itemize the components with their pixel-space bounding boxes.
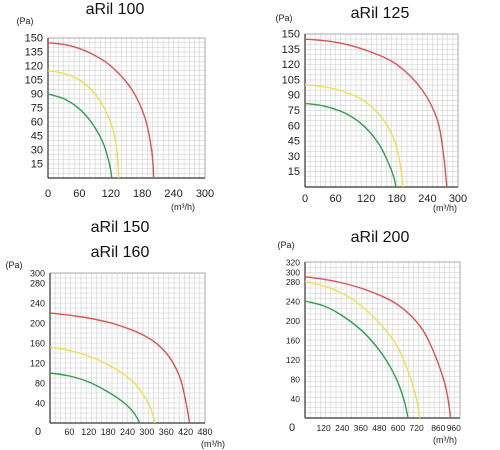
x-tick-label: 0 (289, 422, 295, 434)
chart-panel: aRil 125 (Pa) (m³/h) 15 30 45 60 75 90 105 120 135 1… (275, 5, 467, 213)
y-tick-label: 90 (31, 89, 43, 101)
y-tick-label: 60 (31, 117, 43, 129)
x-tick-label: 60 (64, 427, 74, 437)
x-tick-label: 0 (45, 188, 51, 200)
y-tick-label: 280 (30, 279, 45, 289)
x-tick-label: 240 (335, 423, 349, 433)
chart-title: aRil 200 (351, 229, 410, 246)
x-tick-label: 300 (449, 193, 467, 205)
y-tick-label: 135 (25, 47, 43, 59)
x-tick-label: 180 (388, 193, 406, 205)
y-tick-label: 320 (286, 258, 300, 268)
y-tick-label: 60 (288, 120, 300, 132)
y-tick-label: 120 (286, 355, 300, 365)
series-line-red (47, 41, 155, 179)
y-tick-label: 200 (286, 316, 300, 326)
x-tick-label: 360 (354, 423, 368, 433)
series-line-yellow (47, 69, 120, 179)
series-line-green (47, 93, 113, 179)
y-tick-label: 120 (30, 359, 45, 369)
chart-subtitle: aRil 160 (91, 244, 150, 261)
y-tick-label: 300 (286, 267, 300, 277)
series-line-yellow (304, 84, 404, 188)
x-tick-label: 720 (410, 423, 424, 433)
x-tick-label: 600 (391, 423, 405, 433)
x-tick-label: 300 (139, 427, 154, 437)
x-axis-label: (m³/h) (201, 439, 225, 449)
chart-title: aRil 150 (91, 219, 150, 236)
y-tick-label: 80 (35, 379, 45, 389)
y-axis-label: (Pa) (16, 16, 33, 26)
x-tick-label: 60 (329, 193, 341, 205)
x-tick-label: 120 (102, 188, 120, 200)
x-tick-label: 960 (447, 423, 461, 433)
y-tick-label: 160 (286, 336, 300, 346)
y-tick-label: 105 (282, 74, 300, 86)
y-tick-label: 120 (282, 59, 300, 71)
y-tick-label: 45 (31, 131, 43, 143)
chart-panel: aRil 150 aRil 160 (Pa) (m³/h) 40 80 120 160 200 2… (5, 219, 225, 449)
x-tick-label: 120 (317, 423, 331, 433)
x-tick-label: 240 (120, 427, 135, 437)
y-tick-label: 75 (288, 105, 300, 117)
chart-title: aRil 100 (86, 1, 145, 18)
y-tick-label: 135 (282, 44, 300, 56)
y-tick-label: 15 (288, 166, 300, 178)
x-tick-label: 420 (178, 427, 193, 437)
y-tick-label: 160 (30, 339, 45, 349)
y-tick-label: 150 (282, 29, 300, 41)
y-tick-label: 240 (286, 297, 300, 307)
y-axis-label: (Pa) (5, 260, 22, 270)
x-tick-label: 120 (357, 193, 375, 205)
x-tick-label: 360 (159, 427, 174, 437)
series-line-green (304, 300, 409, 419)
y-tick-label: 150 (25, 33, 43, 45)
y-tick-label: 300 (30, 269, 45, 279)
x-tick-label: 480 (197, 427, 212, 437)
series-line-green (304, 102, 397, 188)
x-tick-label: 240 (418, 193, 436, 205)
series-line-yellow (49, 346, 156, 424)
y-tick-label: 200 (30, 319, 45, 329)
y-tick-label: 30 (288, 151, 300, 163)
series-line-yellow (304, 280, 421, 419)
y-tick-label: 280 (286, 277, 300, 287)
chart-panel: aRil 100 (Pa) (m³/h) 15 30 45 60 75 90 105 120 135 1… (16, 1, 214, 212)
chart-title: aRil 125 (351, 5, 410, 22)
series-line-red (304, 38, 448, 188)
y-tick-label: 40 (35, 399, 45, 409)
x-tick-label: 0 (302, 193, 308, 205)
x-tick-label: 480 (372, 423, 386, 433)
y-axis-label: (Pa) (277, 240, 294, 250)
x-tick-label: 300 (196, 188, 214, 200)
y-tick-label: 15 (31, 159, 43, 171)
x-tick-label: 180 (133, 188, 151, 200)
x-axis-label: (m³/h) (433, 203, 457, 213)
y-tick-label: 80 (291, 375, 301, 385)
y-tick-label: 45 (288, 136, 300, 148)
x-axis-label: (m³/h) (433, 435, 457, 445)
series-line-red (304, 275, 452, 419)
x-tick-label: 0 (35, 426, 41, 438)
x-tick-label: 860 (431, 423, 445, 433)
x-axis-label: (m³/h) (171, 202, 195, 212)
y-tick-label: 75 (31, 103, 43, 115)
y-tick-label: 90 (288, 90, 300, 102)
chart-panel: aRil 200 (Pa) (m³/h) 40 80 120 160 200 240 280300… (277, 229, 461, 445)
y-axis-label: (Pa) (275, 13, 292, 23)
y-tick-label: 240 (30, 299, 45, 309)
x-tick-label: 60 (73, 188, 85, 200)
y-tick-label: 105 (25, 75, 43, 87)
series-line-red (49, 312, 191, 424)
y-tick-label: 30 (31, 145, 43, 157)
y-tick-label: 40 (291, 394, 301, 404)
y-tick-label: 120 (25, 61, 43, 73)
x-tick-label: 240 (164, 188, 182, 200)
series-line-green (49, 372, 141, 424)
x-tick-label: 120 (81, 427, 96, 437)
x-tick-label: 180 (101, 427, 116, 437)
